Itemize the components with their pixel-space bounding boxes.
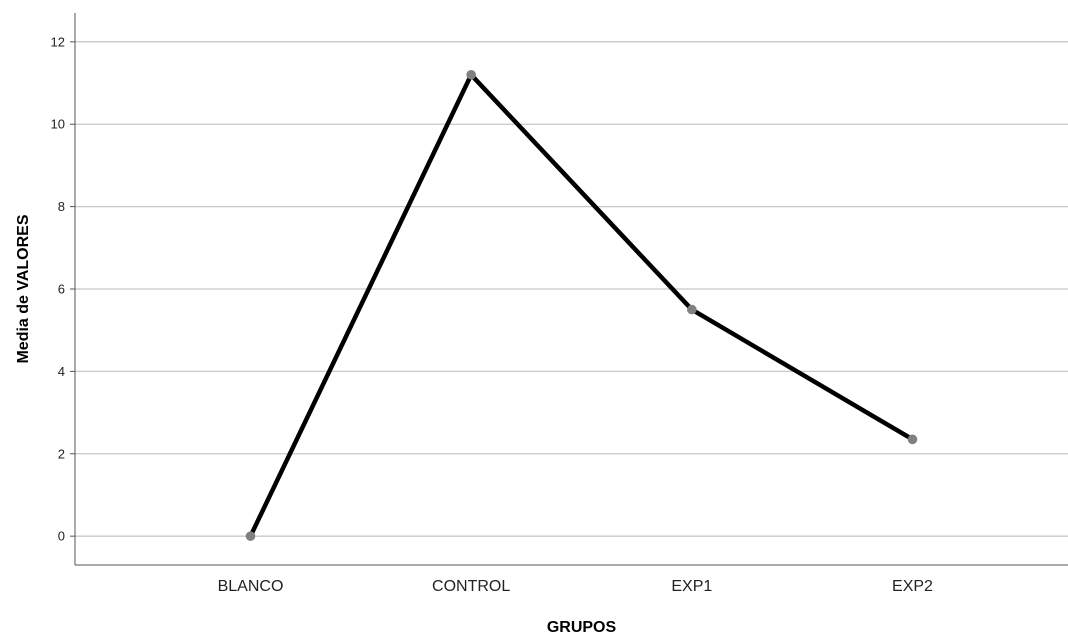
y-axis-title: Media de VALORES [15,214,32,363]
x-tick-label-exp2: EXP2 [892,578,933,595]
x-axis-title: GRUPOS [547,619,617,636]
series-line-0 [248,72,915,539]
y-tick-label-12: 12 [51,34,65,49]
y-tick-labels: 0 2 4 6 8 10 12 [51,34,75,544]
x-tick-label-exp1: EXP1 [671,578,712,595]
gridlines [75,41,1068,537]
y-tick-label-0: 0 [58,529,65,544]
data-point-exp2 [907,434,918,445]
y-tick-label-2: 2 [58,446,65,461]
data-point-control [466,69,476,80]
y-tick-label-4: 4 [58,364,65,379]
x-tick-label-control: CONTROL [432,578,510,595]
data-point-exp1 [687,304,697,315]
y-tick-label-8: 8 [58,199,65,214]
data-point-blanco [245,531,256,541]
x-tick-labels: BLANCO CONTROL EXP1 EXP2 [218,578,933,595]
y-tick-label-6: 6 [58,282,65,297]
y-tick-label-10: 10 [51,117,65,132]
series-layer [245,69,918,541]
x-tick-label-blanco: BLANCO [218,578,284,595]
